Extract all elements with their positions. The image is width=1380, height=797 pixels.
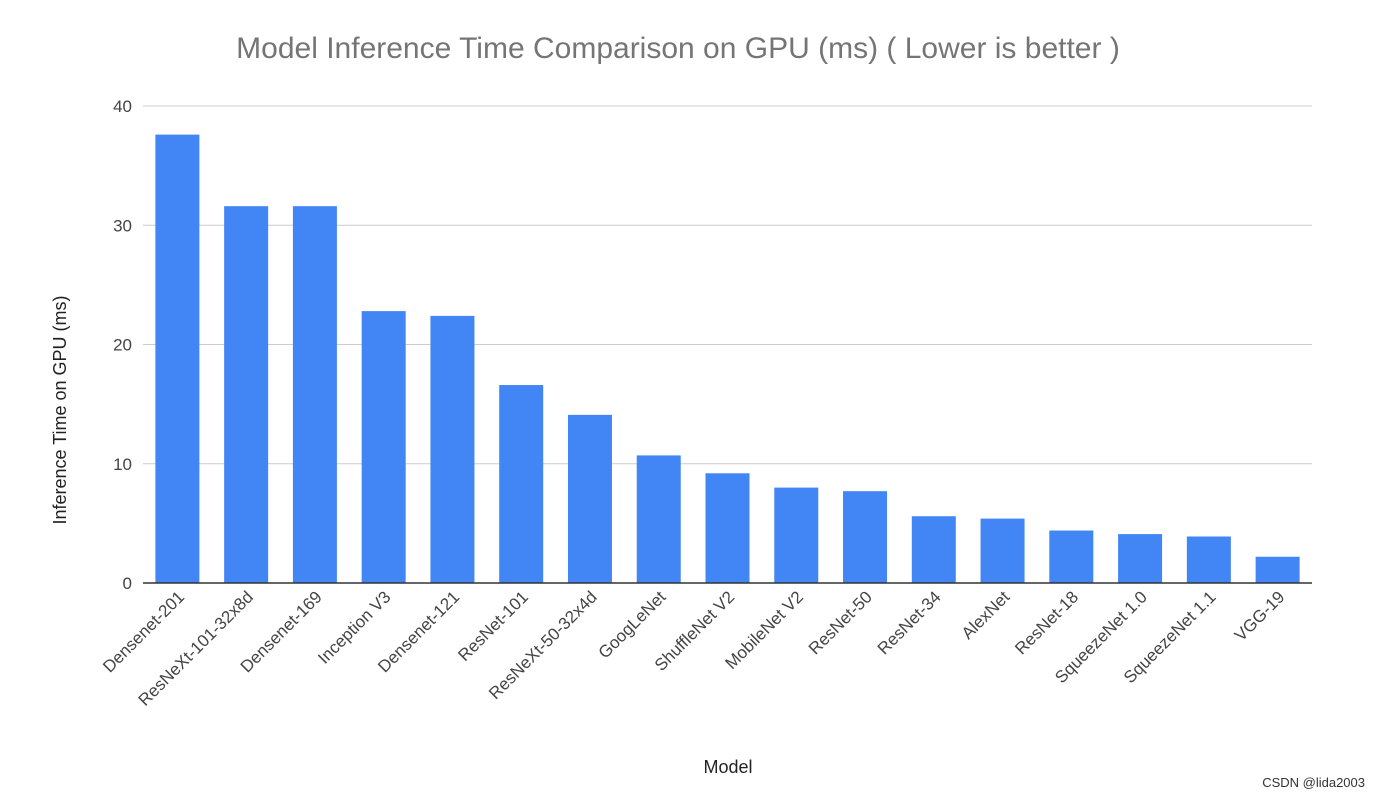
gridlines	[143, 105, 1312, 465]
x-tick-label: GoogLeNet	[595, 587, 670, 662]
x-tick-label: ResNet-18	[1011, 587, 1082, 658]
bar	[567, 414, 612, 583]
x-tick-label: VGG-19	[1231, 587, 1289, 645]
bar	[1255, 556, 1300, 583]
bar	[1049, 530, 1094, 583]
bar	[1186, 536, 1231, 583]
x-axis-title: Model	[703, 757, 752, 777]
bar	[499, 385, 544, 583]
y-tick-label: 40	[113, 97, 132, 116]
bar	[224, 206, 269, 584]
x-tick-label: ResNeXt-101-32x8d	[135, 587, 257, 709]
bar	[636, 455, 681, 583]
bar	[705, 473, 750, 583]
bar	[911, 516, 956, 583]
y-tick-label: 30	[113, 216, 132, 235]
x-tick-label: AlexNet	[958, 587, 1014, 643]
x-axis-ticks: Densenet-201ResNeXt-101-32x8dDensenet-16…	[99, 587, 1288, 710]
x-tick-label: ResNet-50	[805, 587, 876, 658]
x-tick-label: ResNet-34	[874, 587, 945, 658]
chart-title: Model Inference Time Comparison on GPU (…	[236, 32, 1120, 65]
y-axis-ticks: 0 10 20 30 40	[113, 97, 132, 593]
bar	[843, 491, 888, 583]
y-tick-label: 20	[113, 336, 132, 355]
bar	[361, 311, 406, 583]
bars	[155, 134, 1300, 584]
bar	[292, 206, 337, 584]
watermark: CSDN @lida2003	[1262, 775, 1365, 790]
y-tick-label: 10	[113, 455, 132, 474]
y-axis-title: Inference Time on GPU (ms)	[50, 295, 70, 524]
y-tick-label: 0	[123, 574, 132, 593]
bar	[155, 134, 200, 583]
bar	[430, 315, 475, 583]
bar	[980, 518, 1025, 583]
bar	[1118, 534, 1163, 583]
bar	[774, 487, 819, 583]
